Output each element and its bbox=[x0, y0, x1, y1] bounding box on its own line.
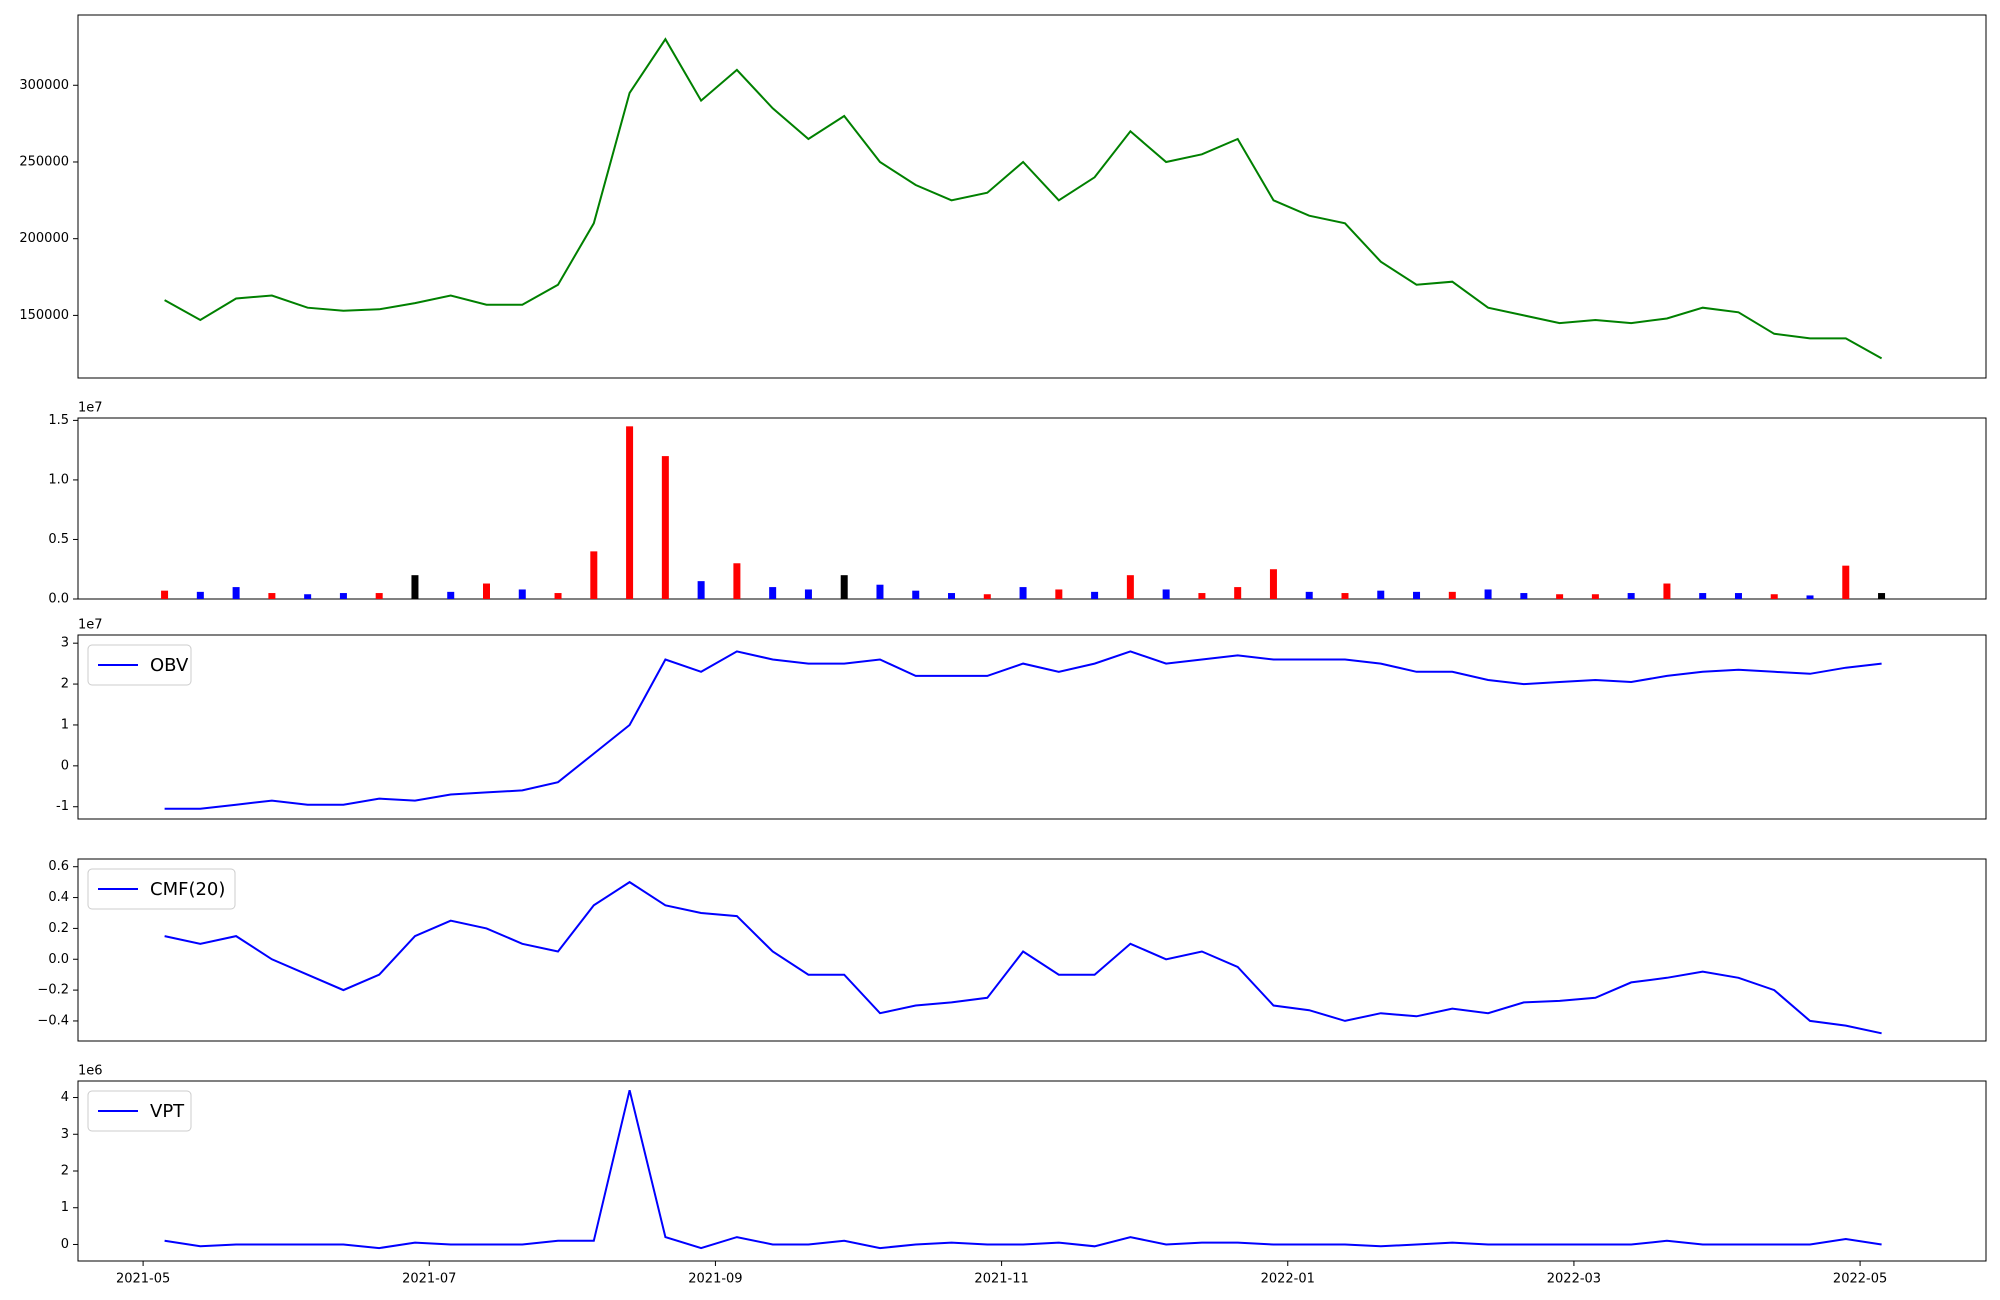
y-tick-label: 0.4 bbox=[48, 890, 69, 905]
volume-bar bbox=[411, 575, 419, 599]
volume-bar bbox=[375, 593, 383, 599]
y-tick-label: 0.2 bbox=[48, 921, 69, 936]
volume-bar bbox=[1878, 593, 1886, 599]
y-tick-label: 2 bbox=[61, 677, 69, 692]
volume-bar bbox=[769, 587, 777, 599]
y-tick-label: −0.4 bbox=[37, 1013, 69, 1028]
y-tick-label: 0.0 bbox=[48, 592, 69, 607]
y-tick-label: 0.0 bbox=[48, 952, 69, 967]
volume-bar bbox=[983, 594, 991, 599]
plot-frame bbox=[77, 14, 1987, 379]
volume-bar bbox=[590, 551, 598, 599]
volume-bar bbox=[697, 581, 705, 599]
plot-frame bbox=[77, 634, 1987, 820]
y-tick-label: 0.5 bbox=[48, 532, 69, 547]
volume-bar bbox=[1413, 591, 1421, 599]
y-tick-label: 1 bbox=[61, 717, 69, 732]
y-tick-label: 0 bbox=[61, 758, 69, 773]
volume-bar bbox=[554, 593, 562, 599]
volume-bar bbox=[1126, 575, 1134, 599]
x-tick-label: 2021-05 bbox=[116, 1272, 170, 1287]
volume-bar bbox=[840, 575, 848, 599]
volume-bar bbox=[804, 589, 812, 599]
y-tick-label: 200000 bbox=[19, 231, 69, 246]
volume-bar bbox=[661, 456, 669, 599]
volume-bar bbox=[518, 589, 526, 599]
volume-bar bbox=[161, 590, 169, 599]
plot-frame bbox=[77, 858, 1987, 1042]
y-tick-label: 1 bbox=[61, 1200, 69, 1215]
volume-bar bbox=[1484, 589, 1492, 599]
plot-frame bbox=[77, 1080, 1987, 1262]
volume-bar bbox=[876, 584, 884, 599]
volume-bar bbox=[1699, 593, 1707, 599]
y-tick-label: 1.0 bbox=[48, 472, 69, 487]
line-series bbox=[164, 880, 1882, 1035]
volume-bar bbox=[1734, 593, 1742, 599]
line-series bbox=[164, 37, 1883, 360]
legend-box bbox=[87, 644, 192, 686]
volume-bar bbox=[268, 593, 276, 599]
x-tick-label: 2021-09 bbox=[688, 1272, 742, 1287]
x-tick-label: 2022-05 bbox=[1833, 1272, 1887, 1287]
line-series bbox=[164, 1089, 1882, 1250]
line-series bbox=[164, 650, 1882, 810]
volume-bar bbox=[1663, 583, 1671, 599]
volume-bar bbox=[1305, 591, 1313, 599]
volume-bar bbox=[948, 593, 956, 599]
x-tick-label: 2022-03 bbox=[1547, 1272, 1601, 1287]
legend-label: VPT bbox=[150, 1101, 185, 1122]
legend-box bbox=[87, 868, 236, 910]
volume-bar bbox=[1591, 594, 1599, 599]
volume-bar bbox=[304, 594, 312, 599]
y-tick-label: 3 bbox=[61, 636, 69, 651]
volume-bar bbox=[339, 593, 347, 599]
y-tick-label: 0 bbox=[61, 1237, 69, 1252]
volume-bar bbox=[1377, 590, 1385, 599]
volume-bar bbox=[1019, 587, 1027, 599]
volume-bar bbox=[1448, 591, 1456, 599]
volume-bar bbox=[626, 426, 634, 599]
volume-bar bbox=[1341, 593, 1349, 599]
volume-bar bbox=[1556, 594, 1564, 599]
y-tick-label: -1 bbox=[56, 799, 69, 814]
legend-label: OBV bbox=[150, 655, 189, 676]
volume-bar bbox=[1806, 595, 1814, 599]
volume-bar bbox=[447, 591, 455, 599]
y-tick-label: 2 bbox=[61, 1164, 69, 1179]
volume-bar bbox=[1162, 589, 1170, 599]
x-tick-label: 2021-11 bbox=[974, 1272, 1028, 1287]
y-tick-label: 4 bbox=[61, 1090, 69, 1105]
volume-bar bbox=[1055, 589, 1063, 599]
volume-bar bbox=[912, 590, 920, 599]
volume-bar bbox=[196, 591, 204, 599]
y-tick-label: 150000 bbox=[19, 308, 69, 323]
volume-bar bbox=[733, 563, 741, 599]
volume-bar bbox=[1770, 594, 1778, 599]
legend-label: CMF(20) bbox=[150, 879, 225, 900]
volume-bar bbox=[1842, 565, 1850, 599]
axis-offset: 1e6 bbox=[78, 1064, 103, 1079]
volume-bar bbox=[1520, 593, 1528, 599]
volume-bar bbox=[1198, 593, 1206, 599]
volume-bar bbox=[232, 587, 240, 599]
plot-frame bbox=[77, 417, 1987, 600]
y-tick-label: −0.2 bbox=[37, 983, 69, 998]
volume-bar bbox=[482, 583, 490, 599]
axis-offset: 1e7 bbox=[78, 401, 103, 416]
axis-offset: 1e7 bbox=[78, 618, 103, 633]
y-tick-label: 3 bbox=[61, 1127, 69, 1142]
volume-bar bbox=[1234, 587, 1242, 599]
y-tick-label: 1.5 bbox=[48, 413, 69, 428]
y-tick-label: 300000 bbox=[19, 78, 69, 93]
y-tick-label: 250000 bbox=[19, 154, 69, 169]
x-tick-label: 2021-07 bbox=[402, 1272, 456, 1287]
x-tick-label: 2022-01 bbox=[1261, 1272, 1315, 1287]
volume-bar bbox=[1091, 591, 1099, 599]
volume-bar bbox=[1627, 593, 1635, 599]
volume-bar bbox=[1269, 569, 1277, 599]
legend-box bbox=[87, 1090, 192, 1132]
y-tick-label: 0.6 bbox=[48, 859, 69, 874]
